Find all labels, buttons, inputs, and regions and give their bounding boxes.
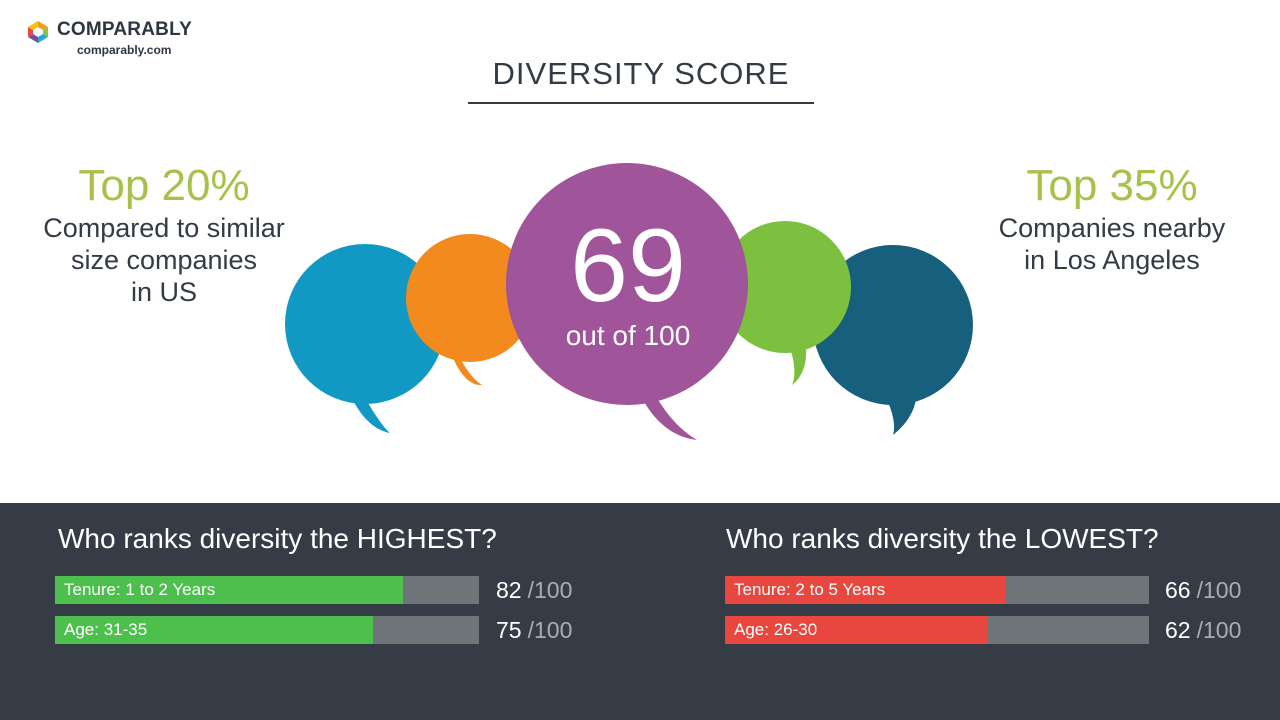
score-value: 75 [496,617,522,643]
speech-bubble-teal-icon [813,245,973,435]
highest-bar-score: 75/100 [496,616,572,644]
right-stat-line: in Los Angeles [1024,245,1200,275]
score-value: 66 [1165,577,1191,603]
highest-bar-fill [55,616,373,644]
comparably-logo-icon [28,21,48,43]
score-denominator: /100 [527,617,573,643]
lowest-bar-track: Tenure: 2 to 5 Years [725,576,1149,604]
highest-bar-track: Tenure: 1 to 2 Years [55,576,479,604]
lowest-bar-fill [725,616,988,644]
title-divider [468,102,814,104]
left-stat-line: in US [130,277,198,307]
highest-bar-label: Tenure: 1 to 2 Years [64,580,216,599]
left-stat-percent: Top 20% [78,161,250,210]
lowest-bar-label: Tenure: 2 to 5 Years [734,580,886,599]
brand-url[interactable]: comparably.com [77,43,172,57]
score-value: 62 [1165,617,1191,643]
highest-bar-fill [55,576,403,604]
brand-name: COMPARABLY [57,19,193,40]
left-stat-line: size companies [70,245,258,275]
rankings-panel [0,503,1280,720]
speech-bubble-purple-icon [506,163,748,440]
lowest-bar-score: 66/100 [1165,576,1241,604]
page-title: DIVERSITY SCORE [492,56,790,91]
lowest-bar-label: Age: 26-30 [734,620,818,639]
speech-bubble-green-icon [719,221,851,385]
highest-bar-score: 82/100 [496,576,572,604]
score-denominator: /100 [1196,577,1242,603]
highest-bar-track: Age: 31-35 [55,616,479,644]
right-stat: Top 35% Companies nearby in Los Angeles [968,160,1256,276]
diversity-score-subtitle: out of 100 [565,320,691,351]
highest-heading: Who ranks diversity the HIGHEST? [58,523,497,554]
right-stat-line: Companies nearby [998,213,1226,243]
right-stat-percent: Top 35% [1026,161,1198,210]
lowest-heading: Who ranks diversity the LOWEST? [726,523,1159,554]
score-value: 82 [496,577,522,603]
speech-bubbles-graphic [285,163,973,440]
speech-bubble-blue-icon [285,244,445,433]
highest-bar-label: Age: 31-35 [64,620,148,639]
lowest-bar-track: Age: 26-30 [725,616,1149,644]
diversity-score-value: 69 [570,208,686,324]
left-stat: Top 20% Compared to similar size compani… [20,160,308,308]
left-stat-line: Compared to similar [43,213,285,243]
score-denominator: /100 [527,577,573,603]
speech-bubble-orange-icon [406,234,534,386]
score-denominator: /100 [1196,617,1242,643]
lowest-bar-fill [725,576,1005,604]
lowest-bar-score: 62/100 [1165,616,1241,644]
